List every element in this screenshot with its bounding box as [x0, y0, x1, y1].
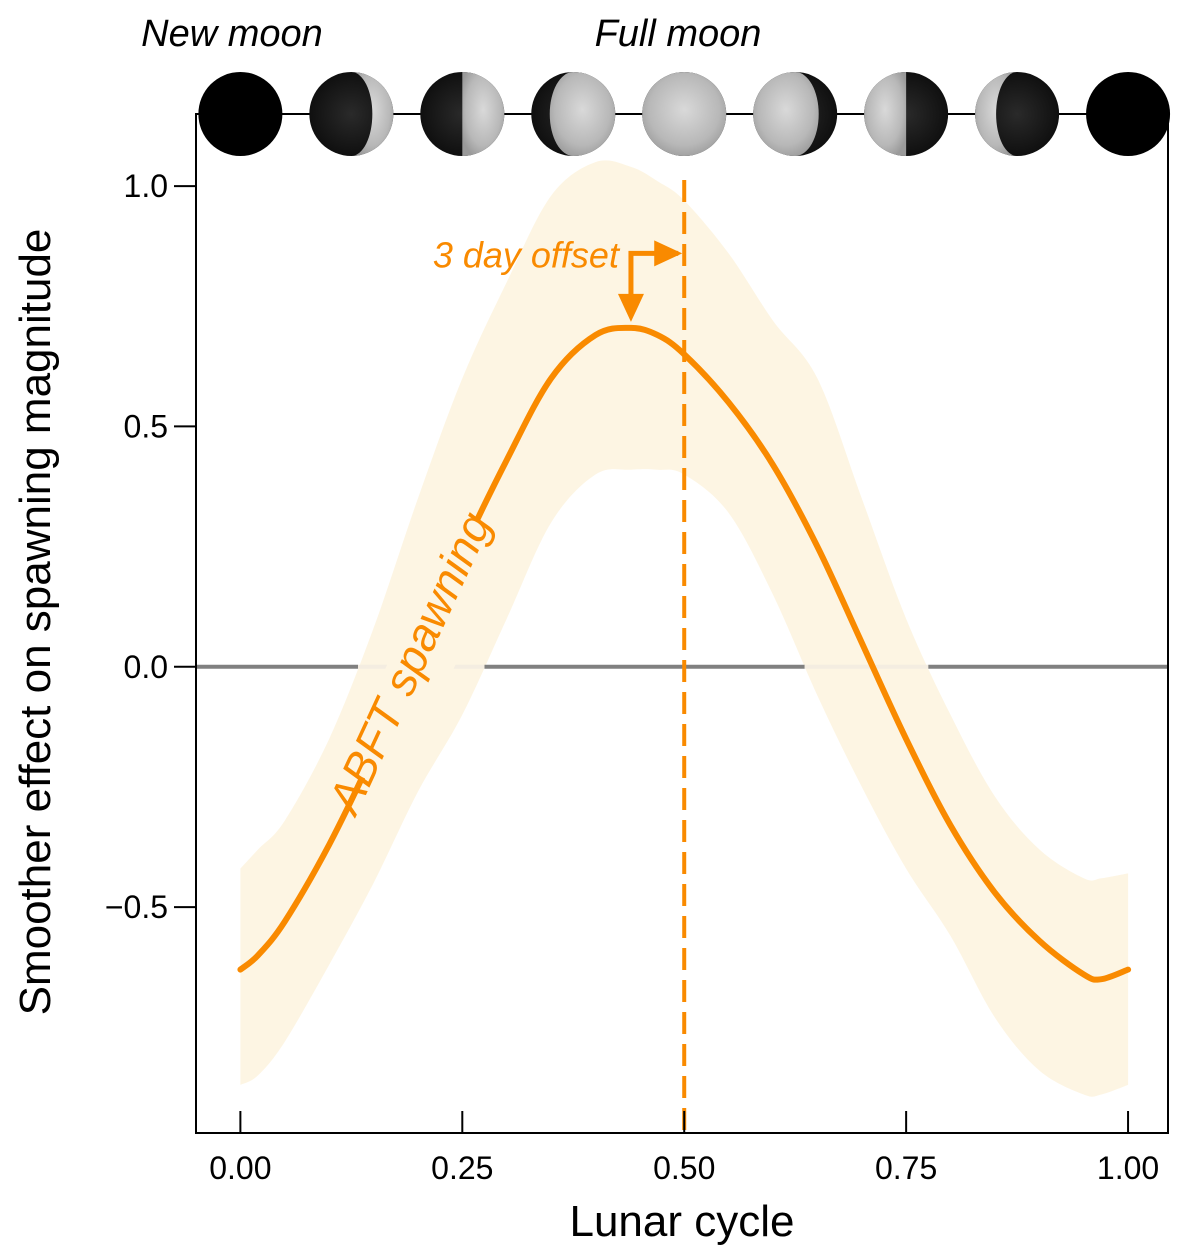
moon-phase-icon [531, 72, 616, 156]
y-axis-title: Smoother effect on spawning magnitude [11, 229, 60, 1016]
y-tick-label: 0.5 [124, 408, 168, 444]
moon-lit-region [462, 72, 505, 156]
x-tick-label: 0.25 [431, 1150, 493, 1186]
moon-lit-region [753, 72, 819, 156]
offset-arrow-head-down [617, 293, 644, 322]
moon-phase-icon [309, 72, 394, 156]
moon-phase-icon [420, 72, 505, 156]
offset-arrow-head-right [654, 240, 683, 267]
curve-layer [237, 180, 1132, 1131]
x-axis-title: Lunar cycle [569, 1197, 794, 1246]
moon-phase-icon [753, 72, 838, 156]
offset-label: 3 day offset [433, 234, 621, 275]
full-moon-disc [642, 72, 727, 156]
axes-frame-layer: 0.00 0.25 0.50 0.75 1.00 −0.5 0.0 0.5 1.0 [105, 113, 1169, 1186]
moon-phase-icon [1086, 72, 1171, 156]
new-moon-disc [198, 72, 283, 156]
new-moon-disc [1086, 72, 1171, 156]
moon-lit-region [549, 72, 616, 156]
moon-lit-region [864, 72, 907, 156]
moon-phase-icon [975, 72, 1060, 156]
y-tick-label: 0.0 [124, 649, 168, 685]
moon-phase-row [198, 72, 1171, 156]
annotation-layer [617, 240, 683, 322]
curve-label-knockout [339, 512, 514, 793]
moon-phase-icon [198, 72, 283, 156]
confidence-band [240, 160, 1129, 1097]
x-tick-label: 0.50 [653, 1150, 715, 1186]
x-tick-label: 1.00 [1097, 1150, 1159, 1186]
full-moon-label: Full moon [595, 13, 762, 55]
y-tick-label: −0.5 [105, 889, 168, 925]
moon-lit-region [351, 72, 394, 156]
x-tick-label: 0.75 [875, 1150, 937, 1186]
moon-phase-icon [864, 72, 949, 156]
new-moon-label: New moon [141, 13, 323, 55]
y-tick-label: 1.0 [124, 168, 168, 204]
moon-phase-icon [642, 72, 727, 156]
confidence-band-layer [240, 160, 1129, 1097]
moon-lit-region [975, 72, 1018, 156]
x-tick-label: 0.00 [209, 1150, 271, 1186]
